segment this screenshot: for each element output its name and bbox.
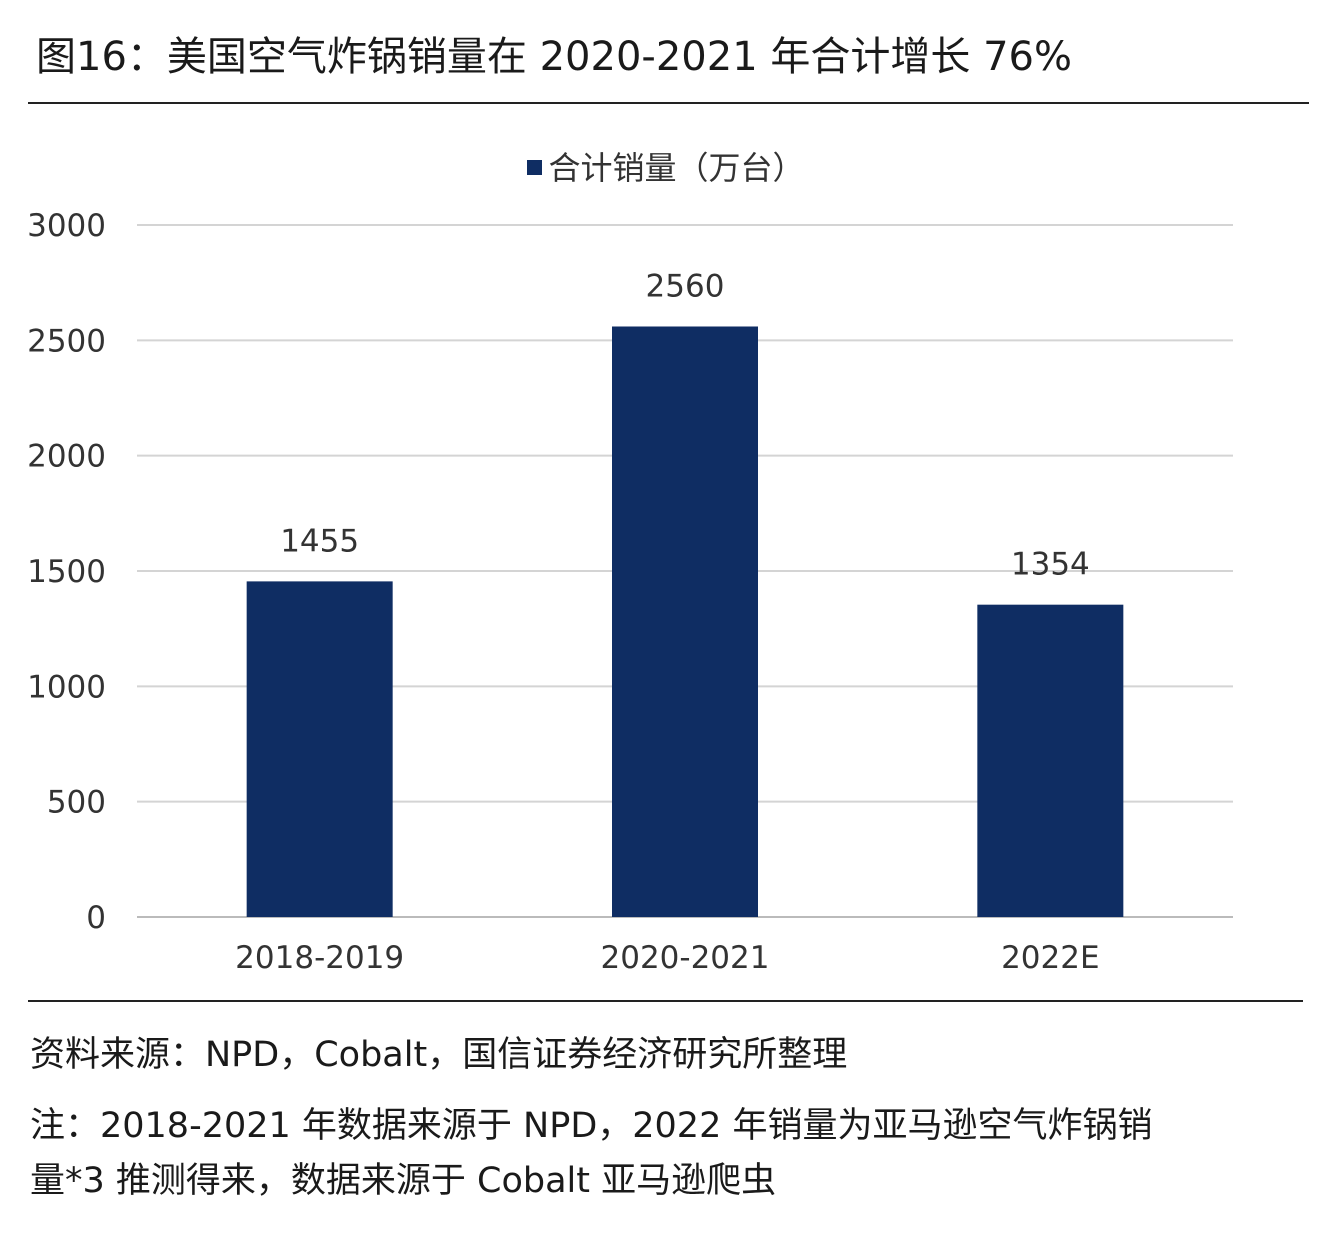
data-label: 1354: [1011, 547, 1090, 583]
source-text: 资料来源：NPD，Cobalt，国信证券经济研究所整理: [30, 1035, 848, 1075]
y-tick-label: 2000: [27, 439, 106, 475]
note-line-1: 注：2018-2021 年数据来源于 NPD，2022 年销量为亚马逊空气炸锅销: [30, 1106, 1153, 1146]
x-tick-label: 2022E: [1001, 940, 1099, 976]
bar: [612, 326, 758, 917]
y-tick-label: 3000: [27, 208, 106, 244]
y-tick-label: 1500: [27, 554, 106, 590]
note-line-2: 量*3 推测得来，数据来源于 Cobalt 亚马逊爬虫: [30, 1161, 777, 1201]
figure-title: 图16：美国空气炸锅销量在 2020-2021 年合计增长 76%: [36, 34, 1072, 80]
data-label: 1455: [280, 523, 359, 559]
legend-swatch: [527, 159, 543, 175]
footer-rule: [28, 1000, 1303, 1002]
y-tick-label: 0: [86, 900, 106, 936]
legend-label: 合计销量（万台）: [548, 149, 805, 187]
x-tick-label: 2018-2019: [235, 940, 404, 976]
bar: [977, 604, 1124, 917]
data-label: 2560: [646, 268, 725, 304]
bar-chart: 0 500 1000 1500 2000 2500 3000 1455 2018-2019 256…: [27, 208, 1233, 976]
y-tick-label: 500: [47, 785, 106, 821]
y-tick-label: 2500: [27, 323, 106, 359]
title-rule: [28, 102, 1309, 104]
x-tick-label: 2020-2021: [601, 940, 770, 976]
legend: 合计销量（万台）: [0, 143, 1332, 189]
y-tick-label: 1000: [27, 669, 106, 705]
bar: [246, 581, 393, 917]
